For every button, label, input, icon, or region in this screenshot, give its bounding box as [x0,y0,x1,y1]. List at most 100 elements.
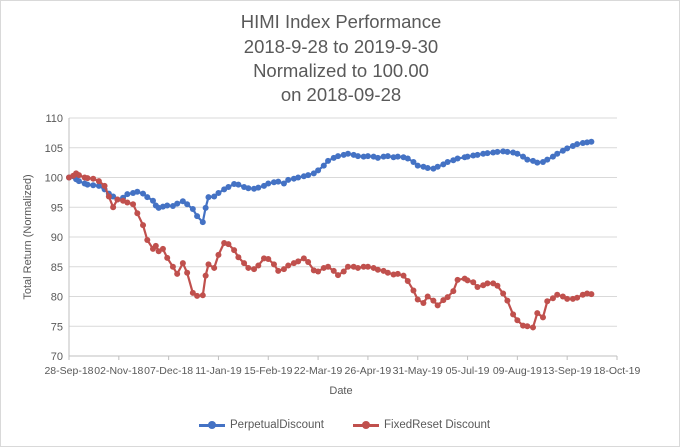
data-point-perpetual [189,206,196,213]
data-point-fixedreset [225,241,232,248]
data-point-perpetual [110,193,117,200]
data-point-fixedreset [544,298,551,305]
data-point-perpetual [424,164,431,171]
chart-title-line-1: HIMI Index Performance [240,11,442,32]
data-point-perpetual [194,213,201,220]
data-point-perpetual [225,184,232,191]
legend-swatch-perpetual [199,419,225,431]
data-point-fixedreset [305,258,312,265]
data-point-fixedreset [75,172,82,179]
data-point-perpetual [134,188,141,195]
data-point-perpetual [384,153,391,160]
data-point-perpetual [255,184,262,191]
data-point-fixedreset [280,266,287,273]
data-point-perpetual [414,162,421,169]
legend-item-fixedreset: FixedReset Discount [353,419,490,431]
data-point-fixedreset [275,267,282,274]
data-point-fixedreset [189,289,196,296]
data-point-perpetual [410,159,417,166]
data-point-perpetual [295,174,302,181]
data-point-fixedreset [374,266,381,273]
data-point-fixedreset [300,255,307,262]
data-point-perpetual [95,182,102,189]
data-point-fixedreset [124,199,131,206]
y-tick-label: 80 [51,292,63,304]
data-point-perpetual [199,219,206,226]
data-point-perpetual [84,181,91,188]
data-point-fixedreset [549,295,556,302]
chart-title-line-3: Normalized to 100.00 [253,60,429,81]
data-point-perpetual [484,150,491,157]
data-point-fixedreset [130,201,137,208]
x-tick-label: 15-Feb-19 [244,365,293,377]
data-point-fixedreset [400,272,407,279]
data-point-fixedreset [440,297,447,304]
data-point-fixedreset [202,272,209,279]
data-point-fixedreset [494,282,501,289]
data-point-perpetual [315,167,322,174]
data-point-perpetual [344,150,351,157]
data-point-fixedreset [330,267,337,274]
data-point-fixedreset [335,272,342,279]
data-point-perpetual [174,200,181,207]
data-point-fixedreset [588,291,595,298]
data-point-perpetual [305,172,312,179]
data-point-perpetual [504,148,511,155]
data-point-perpetual [215,189,222,196]
data-point-perpetual [235,181,242,188]
y-tick-label: 85 [51,262,63,274]
chart-title-line-2: 2018-9-28 to 2019-9-30 [243,36,439,57]
data-point-perpetual [325,157,332,164]
data-point-perpetual [90,182,97,189]
x-tick-label: 07-Dec-18 [144,365,193,377]
data-point-fixedreset [134,210,141,217]
data-point-perpetual [404,155,411,162]
data-point-fixedreset [410,287,417,294]
x-tick-label: 31-May-19 [393,365,443,377]
data-point-perpetual [514,150,521,157]
data-point-perpetual [144,194,151,201]
data-point-fixedreset [140,222,147,229]
data-point-perpetual [524,156,531,163]
data-point-fixedreset [539,314,546,321]
data-point-fixedreset [194,292,201,299]
data-point-fixedreset [231,247,238,254]
data-point-fixedreset [434,302,441,309]
data-point-fixedreset [450,288,457,295]
data-point-fixedreset [215,251,222,258]
data-point-fixedreset [574,294,581,301]
data-point-perpetual [140,190,147,197]
data-point-perpetual [534,159,541,166]
data-point-fixedreset [344,263,351,270]
data-point-fixedreset [295,258,302,265]
data-point-fixedreset [394,270,401,277]
data-point-fixedreset [454,276,461,283]
data-point-fixedreset [484,280,491,287]
data-point-perpetual [494,148,501,155]
data-point-perpetual [149,197,156,204]
data-point-perpetual [574,141,581,148]
data-point-fixedreset [414,296,421,303]
x-tick-label: 18-Oct-19 [594,365,641,377]
data-point-perpetual [205,194,212,201]
data-point-fixedreset [514,317,521,324]
data-point-perpetual [434,163,441,170]
data-point-fixedreset [211,264,218,271]
data-point-fixedreset [340,268,347,275]
data-point-perpetual [310,170,317,177]
data-point-perpetual [211,193,218,200]
data-point-perpetual [374,154,381,161]
data-point-perpetual [520,153,527,160]
data-point-fixedreset [510,311,517,318]
data-point-fixedreset [199,292,206,299]
y-tick-label: 70 [51,351,63,363]
data-point-fixedreset [174,270,181,277]
data-point-perpetual [124,191,131,198]
data-point-perpetual [285,176,292,183]
data-point-perpetual [588,138,595,145]
data-point-fixedreset [159,245,166,252]
data-point-fixedreset [235,254,242,261]
y-axis-title: Total Return (Normalized) [22,174,34,299]
data-point-fixedreset [364,263,371,270]
